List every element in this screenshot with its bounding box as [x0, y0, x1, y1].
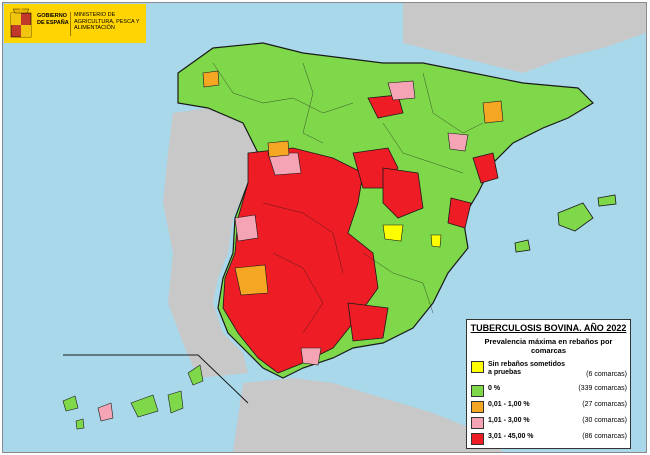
region-orange-4 [202, 70, 220, 88]
region-orange-1 [234, 264, 269, 296]
legend-label: Sin rebaños sometidos a pruebas [488, 361, 566, 376]
legend-count: (27 comarcas) [582, 401, 627, 408]
menorca-island [597, 194, 617, 207]
ministry-text: MINISTERIO DE AGRICULTURA, PESCA Y ALIME… [74, 12, 140, 31]
canary-island-5 [187, 364, 204, 386]
region-pink-3 [387, 80, 416, 101]
region-red-catalonia [472, 152, 499, 184]
canary-island-6 [75, 418, 85, 430]
legend-item: 0 % (339 comarcas) [471, 384, 627, 399]
legend-item: 0,01 - 1,00 % (27 comarcas) [471, 400, 627, 415]
france-land [403, 3, 646, 73]
legend-count: (30 comarcas) [582, 417, 627, 424]
legend-subtitle: Prevalencia máxima en rebaños por comarc… [484, 337, 613, 355]
region-pink-5 [447, 132, 469, 152]
legend-count: (6 comarcas) [586, 371, 627, 378]
region-orange-2 [267, 140, 290, 158]
region-pink-2 [234, 214, 259, 242]
legend-label: 1,01 - 3,00 % [488, 417, 530, 424]
ibiza-island [514, 239, 531, 253]
region-pink-4 [300, 347, 322, 366]
legend-label: 0 % [488, 385, 501, 392]
legend-swatch [471, 401, 484, 413]
canary-inset-border [63, 354, 249, 404]
logo-divider [70, 12, 71, 36]
canary-island-2 [97, 402, 114, 422]
portugal-land [163, 108, 258, 378]
comarca-borders [212, 62, 484, 334]
legend-title: TUBERCULOSIS BOVINA. AÑO 2022 [470, 323, 627, 333]
legend-item: 1,01 - 3,00 % (30 comarcas) [471, 416, 627, 431]
region-red-north [367, 94, 404, 119]
legend-count: (339 comarcas) [578, 385, 627, 392]
government-text: GOBIERNO DE ESPAÑA [37, 13, 69, 26]
map-legend: TUBERCULOSIS BOVINA. AÑO 2022 Prevalenci… [466, 319, 631, 449]
region-red-levante [447, 197, 472, 229]
region-orange-3 [482, 100, 504, 124]
canary-island-1 [62, 395, 79, 412]
legend-label: 0,01 - 1,00 % [488, 401, 530, 408]
legend-item: Sin rebaños sometidos a pruebas (6 comar… [471, 360, 627, 382]
region-yellow-1 [382, 224, 404, 242]
government-logo: GOBIERNO DE ESPAÑA MINISTERIO DE AGRICUL… [4, 4, 146, 43]
spain-map [62, 3, 646, 452]
legend-swatch [471, 385, 484, 397]
coat-of-arms-icon [10, 7, 32, 38]
canary-island-4 [167, 390, 184, 414]
legend-item: 3,01 - 45,00 % (86 comarcas) [471, 432, 627, 447]
mallorca-island [557, 202, 594, 232]
legend-count: (86 comarcas) [582, 433, 627, 440]
region-yellow-2 [430, 234, 442, 248]
legend-swatch [471, 433, 484, 445]
region-red-east [382, 167, 424, 219]
legend-swatch [471, 417, 484, 429]
legend-swatch [471, 361, 484, 373]
region-red-southeast [347, 302, 389, 342]
africa-land [233, 378, 503, 452]
legend-label: 3,01 - 45,00 % [488, 433, 534, 440]
canary-island-3 [130, 394, 159, 418]
